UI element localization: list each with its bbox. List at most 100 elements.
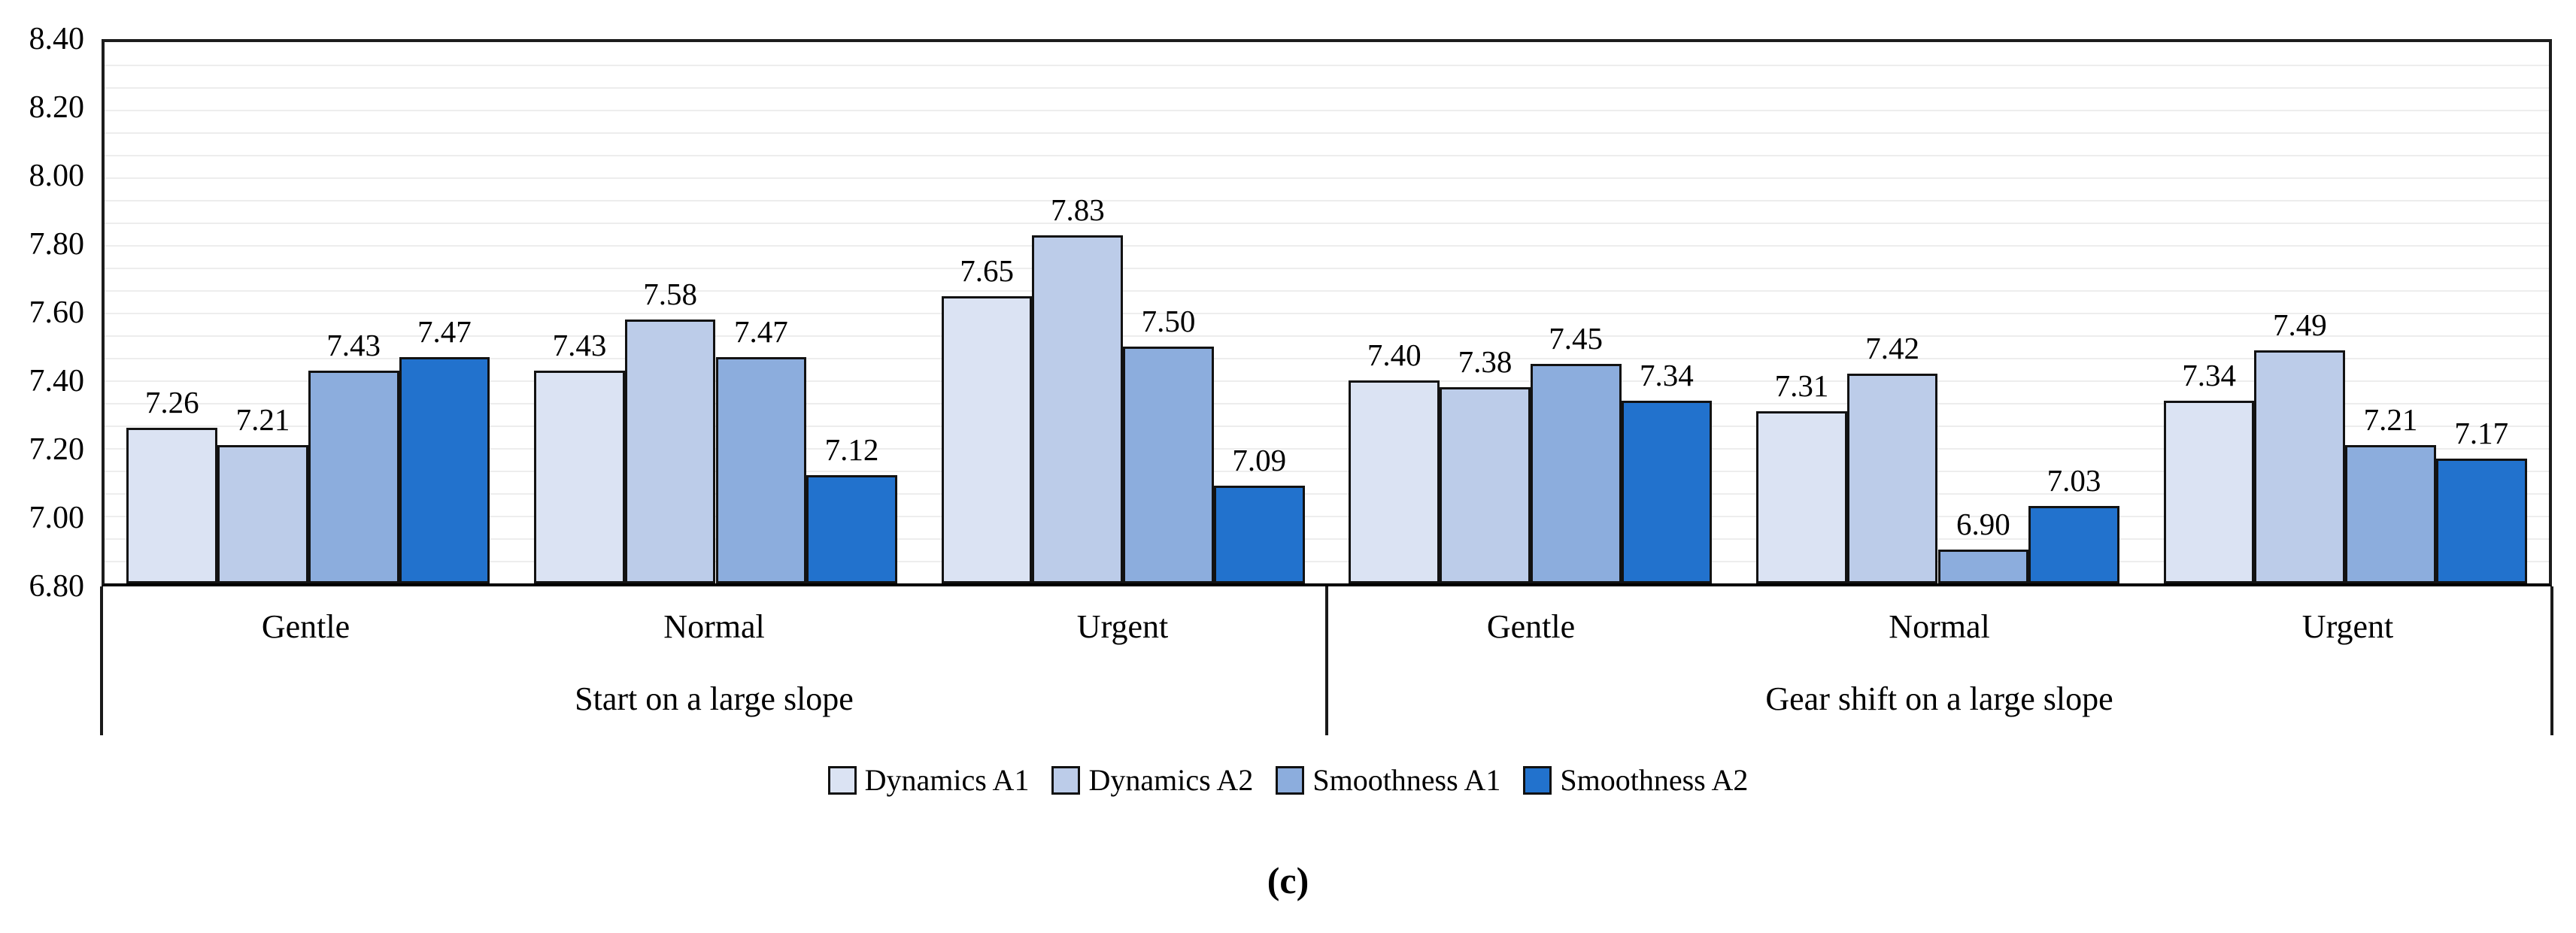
legend-item: Smoothness A1 xyxy=(1276,765,1500,795)
y-tick-label: 8.00 xyxy=(29,159,85,193)
bar xyxy=(1123,347,1214,583)
legend-swatch xyxy=(1051,766,1081,795)
bar-value-label: 7.49 xyxy=(2272,307,2327,342)
bar xyxy=(1032,235,1124,583)
y-tick-label: 7.20 xyxy=(29,432,85,467)
bar-value-label: 7.34 xyxy=(2182,358,2237,392)
bar-value-label: 7.43 xyxy=(552,327,607,362)
gridline xyxy=(105,335,2549,337)
bar-value-label: 7.21 xyxy=(235,401,290,437)
group-label: Start on a large slope xyxy=(575,680,854,717)
legend-swatch xyxy=(827,766,857,795)
bar-value-label: 7.50 xyxy=(1141,304,1196,338)
bar-value-label: 7.40 xyxy=(1367,338,1422,372)
gridline xyxy=(105,200,2549,201)
gridline xyxy=(105,516,2549,517)
bar xyxy=(1213,485,1305,583)
gridline xyxy=(105,87,2549,89)
bar-value-label: 7.83 xyxy=(1050,192,1105,227)
bar-value-label: 7.65 xyxy=(960,253,1015,288)
category-label: Normal xyxy=(663,608,765,645)
bar xyxy=(534,370,625,583)
bar xyxy=(2345,444,2436,583)
gridline xyxy=(105,268,2549,269)
group-separator xyxy=(1325,586,1328,735)
bar xyxy=(217,444,308,583)
y-axis: 8.40 8.20 8.00 7.80 7.60 7.40 7.20 7.00 6.80 xyxy=(0,23,85,602)
bar xyxy=(126,428,218,583)
group-separator xyxy=(2550,586,2553,735)
gridline xyxy=(105,358,2549,359)
gridline xyxy=(105,493,2549,495)
gridline xyxy=(105,132,2549,134)
bar xyxy=(308,370,399,583)
bar-value-label: 7.31 xyxy=(1774,368,1829,403)
gridline xyxy=(105,471,2549,472)
bar xyxy=(2163,401,2255,583)
group-label: Gear shift on a large slope xyxy=(1765,680,2113,717)
bar-value-label: 7.42 xyxy=(1865,331,1920,365)
gridline xyxy=(105,403,2549,404)
bar xyxy=(1440,387,1531,583)
legend: Dynamics A1 Dynamics A2 Smoothness A1 Smoot… xyxy=(0,758,2576,803)
legend-label: Smoothness A1 xyxy=(1312,763,1501,797)
bar-value-label: 7.03 xyxy=(2047,462,2101,498)
y-tick-label: 7.60 xyxy=(29,295,85,330)
legend-item: Dynamics A1 xyxy=(827,763,1030,797)
y-tick-label: 7.80 xyxy=(29,227,85,262)
y-tick-label: 7.40 xyxy=(29,364,85,398)
legend-item: Smoothness A2 xyxy=(1523,765,1748,795)
gridline xyxy=(105,177,2549,179)
bar-value-label: 7.26 xyxy=(144,385,199,420)
bar-value-label: 7.58 xyxy=(643,277,698,311)
bar xyxy=(1621,401,1713,583)
bar xyxy=(715,356,807,583)
gridline xyxy=(105,290,2549,292)
bar xyxy=(1756,410,1847,583)
category-axis: Gentle Normal Urgent Gentle Normal Urgent Star… xyxy=(100,586,2553,737)
bar xyxy=(1937,550,2029,583)
bar-value-label: 7.47 xyxy=(733,314,788,349)
legend-item: Dynamics A2 xyxy=(1051,765,1253,795)
gridline xyxy=(105,110,2549,111)
bar xyxy=(399,356,490,583)
bar-value-label: 7.34 xyxy=(1639,358,1694,392)
gridline xyxy=(105,448,2549,450)
bar xyxy=(2435,458,2527,583)
group-separator xyxy=(100,586,103,735)
category-label: Gentle xyxy=(261,608,350,645)
category-label: Gentle xyxy=(1486,608,1576,645)
category-label: Normal xyxy=(1889,608,1990,645)
gridline xyxy=(105,313,2549,314)
bar xyxy=(624,320,716,583)
plot-area: 7.26 7.43 7.65 7.40 7.31 7.34 7.21 7.58 7.83 7.38… xyxy=(102,39,2552,586)
legend-label: Dynamics A1 xyxy=(864,763,1030,797)
legend-label: Dynamics A2 xyxy=(1088,763,1254,797)
gridline xyxy=(105,245,2549,247)
bar xyxy=(806,475,897,583)
category-label: Urgent xyxy=(1076,608,1169,645)
bar xyxy=(1530,363,1622,583)
bar-value-label: 6.90 xyxy=(1956,507,2010,541)
legend-label: Smoothness A2 xyxy=(1560,763,1749,797)
gridline xyxy=(105,561,2549,562)
bar-value-label: 7.12 xyxy=(824,432,879,467)
gridline xyxy=(105,538,2549,540)
gridline xyxy=(105,426,2549,427)
gridline xyxy=(105,65,2549,66)
gridline xyxy=(105,380,2549,382)
bar-value-label: 7.09 xyxy=(1232,442,1287,477)
bar xyxy=(1349,380,1440,583)
y-tick-label: 6.80 xyxy=(29,569,85,604)
bar-value-label: 7.17 xyxy=(2454,415,2509,450)
y-tick-label: 8.20 xyxy=(29,90,85,125)
bar xyxy=(2028,505,2119,583)
bar-value-label: 7.47 xyxy=(417,314,472,349)
category-label: Urgent xyxy=(2301,608,2394,645)
bar xyxy=(941,295,1033,583)
bar-value-label: 7.43 xyxy=(326,327,381,362)
bar-value-label: 7.21 xyxy=(2363,401,2418,437)
bar xyxy=(1846,374,1938,583)
plot-area-inner: 7.26 7.43 7.65 7.40 7.31 7.34 7.21 7.58 7.83 7.38… xyxy=(105,42,2549,583)
